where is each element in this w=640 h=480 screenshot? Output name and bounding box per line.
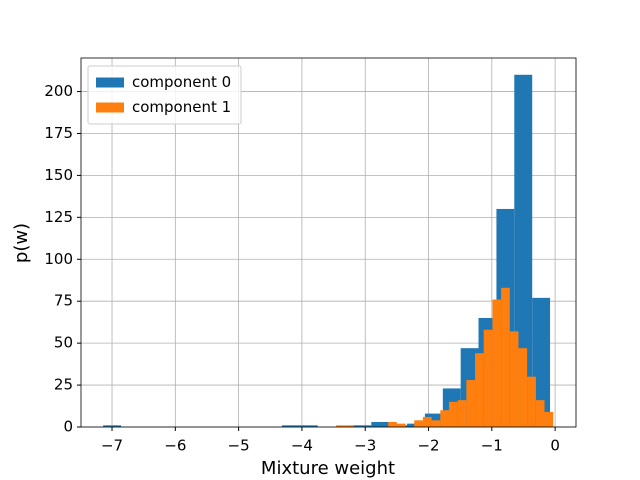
histogram-bar	[518, 348, 528, 427]
y-tick-label: 0	[63, 418, 73, 436]
y-axis-label: p(w)	[11, 223, 32, 263]
x-tick-label: −5	[228, 437, 250, 455]
y-tick-label: 100	[44, 250, 73, 268]
histogram-bar	[514, 74, 533, 427]
histogram-bar	[449, 401, 458, 427]
histogram-bar	[544, 411, 554, 427]
legend-label: component 1	[132, 98, 231, 116]
x-tick-label: −6	[164, 437, 186, 455]
histogram-bar	[371, 421, 390, 427]
histogram-bar	[532, 297, 551, 427]
histogram-bar	[281, 425, 300, 427]
x-tick-label: −1	[481, 437, 503, 455]
y-tick-label: 200	[44, 82, 73, 100]
legend-label: component 0	[132, 73, 231, 91]
histogram-bar	[492, 299, 502, 427]
x-tick-label: −7	[101, 437, 123, 455]
histogram-bar	[103, 425, 122, 427]
histogram-bar	[431, 420, 441, 427]
histogram-bar	[527, 376, 536, 427]
histogram-bar	[344, 425, 354, 427]
histogram-bar	[336, 425, 345, 427]
y-tick-label: 25	[54, 376, 73, 394]
histogram-bar	[466, 380, 476, 427]
histogram-bar	[457, 400, 467, 427]
histogram-bar	[535, 400, 545, 427]
legend-swatch	[96, 102, 124, 113]
histogram-bar	[422, 416, 432, 427]
histogram-bar	[475, 353, 484, 427]
histogram-bar	[396, 423, 406, 427]
histogram-bar	[388, 421, 397, 427]
legend-box	[87, 65, 242, 125]
histogram-bar	[414, 420, 423, 427]
x-tick-label: 0	[550, 437, 560, 455]
y-tick-label: 125	[44, 208, 73, 226]
x-tick-label: −2	[417, 437, 439, 455]
x-tick-label: −3	[354, 437, 376, 455]
legend-swatch	[96, 77, 124, 88]
histogram-bar	[299, 425, 318, 427]
x-axis-label: Mixture weight	[261, 458, 395, 479]
histogram-bar	[509, 331, 519, 427]
histogram-bar	[440, 410, 450, 427]
x-tick-label: −4	[291, 437, 313, 455]
histogram-bar	[501, 287, 510, 427]
histogram-bar	[353, 425, 372, 427]
y-tick-label: 150	[44, 166, 73, 184]
y-tick-label: 50	[54, 334, 73, 352]
plot-frame	[80, 57, 577, 428]
y-tick-label: 75	[54, 292, 73, 310]
y-tick-label: 175	[44, 124, 73, 142]
histogram-bar	[483, 329, 493, 427]
